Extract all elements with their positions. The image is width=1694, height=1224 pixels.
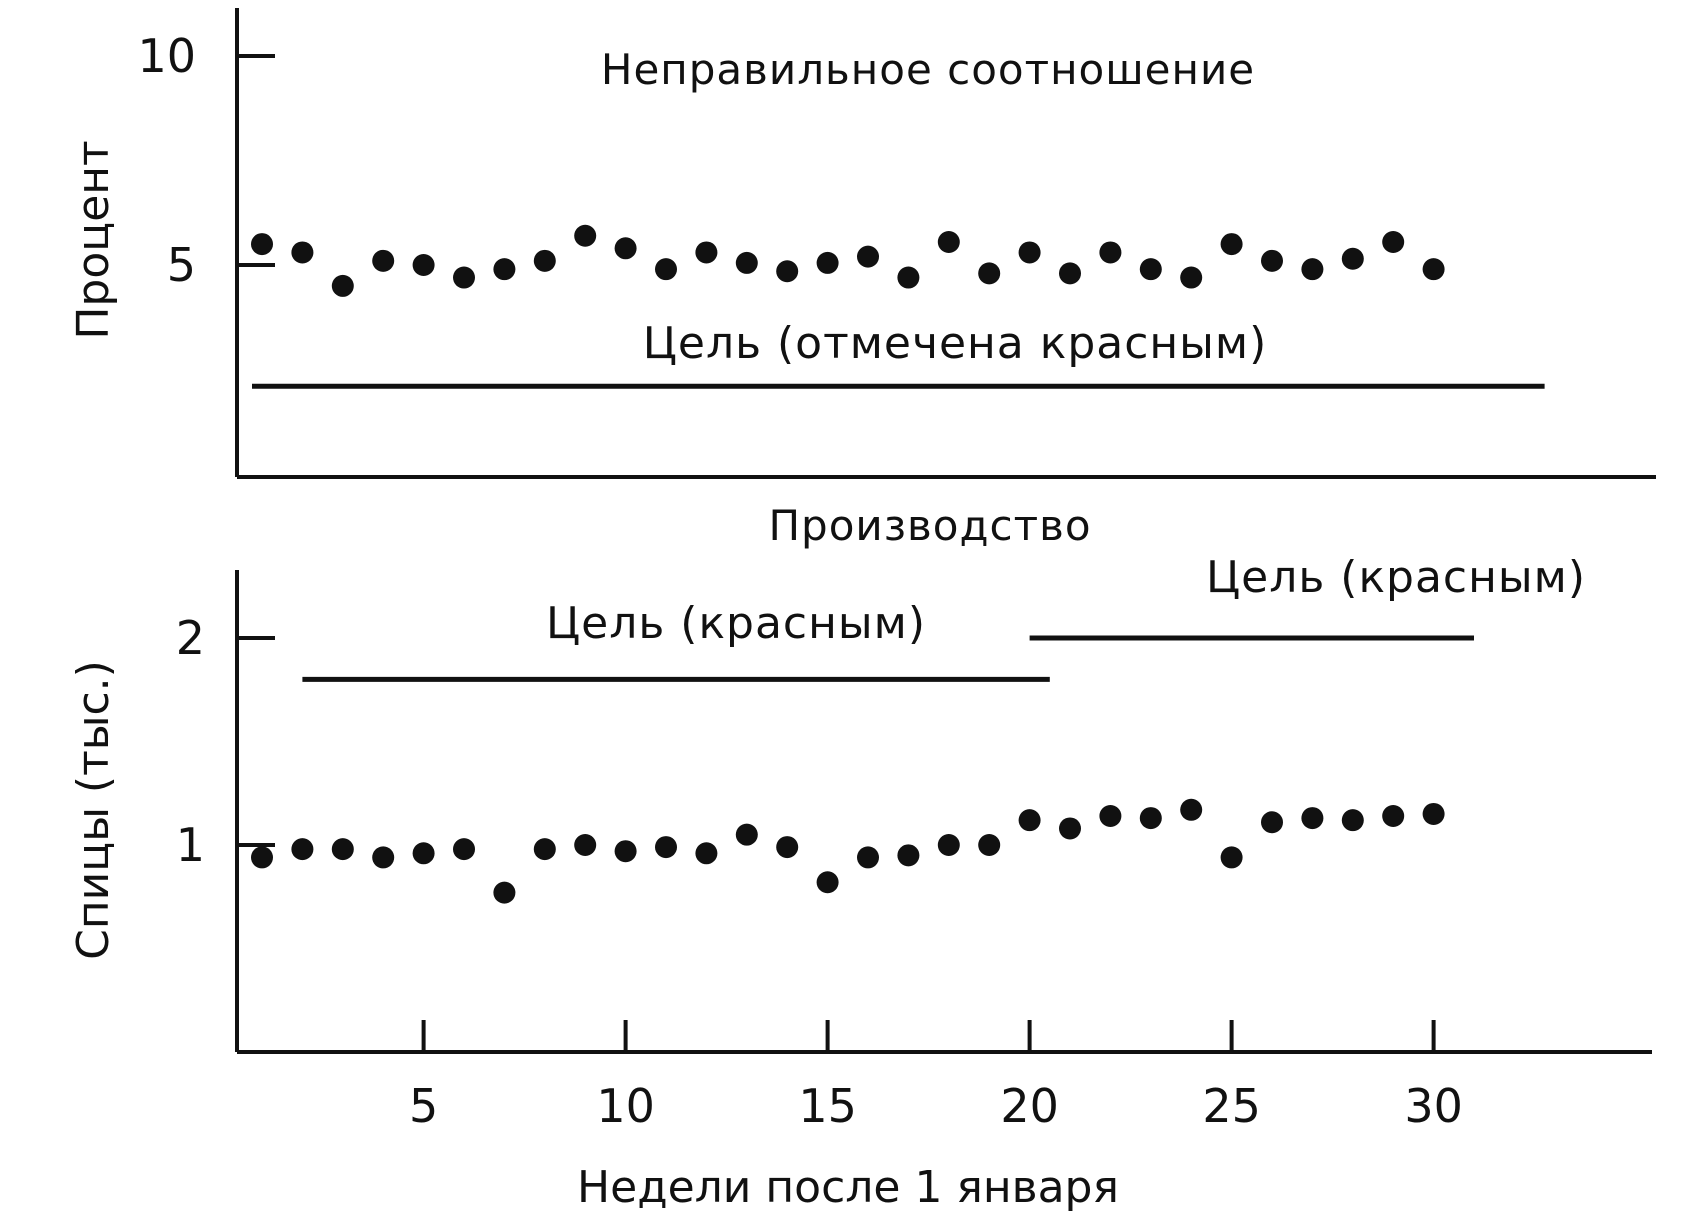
top-data-point [1341, 247, 1364, 270]
top-data-point [533, 249, 556, 272]
top-data-point [1018, 241, 1041, 264]
bottom-data-point [735, 823, 758, 846]
bottom-data-point [574, 834, 597, 856]
bottom-data-point [816, 871, 839, 894]
bottom-data-point [453, 838, 475, 861]
bottom-x-tick-label: 20 [1000, 1079, 1059, 1133]
top-y-tick-label: 10 [137, 29, 196, 83]
top-data-point [695, 241, 718, 264]
top-data-point [1180, 266, 1203, 289]
top-data-point [1301, 258, 1324, 281]
bottom-data-point [1301, 807, 1324, 830]
bottom-data-point [776, 836, 799, 859]
bottom-data-point [493, 881, 516, 904]
bottom-data-point [1180, 798, 1203, 821]
bottom-y-ticks: 21 [176, 611, 275, 872]
bottom-data-point [614, 840, 637, 863]
top-data-point [655, 258, 677, 281]
bottom-y-tick-label: 2 [176, 611, 205, 665]
bottom-goal-label-2: Цель (красным) [1206, 552, 1586, 603]
bottom-x-tick-label: 10 [596, 1079, 655, 1133]
top-data-point [331, 274, 354, 297]
top-data-point [735, 251, 758, 274]
bottom-data-point [1220, 846, 1243, 869]
top-data-point [412, 254, 435, 276]
bottom-y-axis-label: Спицы (тыс.) [68, 660, 119, 960]
bottom-data-point [937, 834, 960, 856]
bottom-data-point [331, 838, 354, 861]
top-goal: Цель (отмечена красным) [252, 318, 1545, 389]
bottom-x-ticks: 5 10 15 20 25 30 [409, 1020, 1463, 1133]
top-data-point [897, 266, 920, 289]
x-axis-label: Недели после 1 января [577, 1162, 1119, 1213]
bottom-data-point [1341, 809, 1364, 832]
bottom-x-tick-label: 30 [1404, 1079, 1463, 1133]
bottom-panel: Производство Спицы (тыс.) Недели после 1… [68, 501, 1652, 1213]
bottom-data-point [1059, 817, 1081, 840]
top-panel: Неправильное соотношение Процент 10 5 Цел… [68, 8, 1656, 479]
top-chart-title: Неправильное соотношение [601, 45, 1255, 94]
bottom-data-point [857, 846, 879, 869]
bottom-x-tick-label: 25 [1202, 1079, 1261, 1133]
top-y-axis-label: Процент [68, 140, 119, 339]
bottom-data-point [372, 846, 395, 869]
top-data-point [1220, 233, 1243, 256]
bottom-y-tick-label: 1 [176, 818, 205, 872]
top-data-point [937, 231, 960, 254]
top-data-point [251, 233, 273, 256]
bottom-data-point [533, 838, 556, 861]
bottom-goals: Цель (красным) Цель (красным) [302, 552, 1586, 682]
bottom-data-point [978, 834, 1001, 856]
top-y-tick-label: 5 [167, 238, 196, 292]
top-data-point [614, 237, 637, 260]
top-goal-label: Цель (отмечена красным) [643, 318, 1268, 369]
bottom-data-point [412, 842, 435, 865]
bottom-data-point [655, 836, 677, 859]
top-data-point [776, 260, 799, 283]
bottom-data-point [1099, 805, 1122, 828]
bottom-data-point [1139, 807, 1162, 830]
bottom-x-tick-label: 5 [409, 1079, 438, 1133]
bottom-data-point [251, 846, 273, 869]
bottom-x-tick-label: 15 [798, 1079, 857, 1133]
bottom-data-point [1018, 809, 1041, 832]
top-data-point [1139, 258, 1162, 281]
top-data-point [574, 224, 597, 247]
top-y-ticks: 10 5 [137, 29, 275, 292]
top-points [251, 224, 1445, 297]
top-data-point [1382, 231, 1405, 254]
bottom-data-point [695, 842, 718, 865]
top-data-point [291, 241, 314, 264]
top-data-point [978, 262, 1001, 285]
top-data-point [816, 251, 839, 274]
bottom-data-point [291, 838, 314, 861]
bottom-data-point [897, 844, 920, 867]
top-data-point [1099, 241, 1122, 264]
bottom-data-point [1261, 811, 1283, 834]
top-data-point [1261, 249, 1283, 272]
top-data-point [372, 249, 395, 272]
bottom-goal-label-1: Цель (красным) [546, 598, 926, 649]
top-data-point [453, 266, 475, 289]
bottom-chart-title: Производство [768, 501, 1091, 550]
top-data-point [857, 245, 879, 268]
bottom-data-point [1422, 802, 1445, 825]
top-data-point [1422, 258, 1445, 281]
top-data-point [493, 258, 516, 281]
bottom-data-point [1382, 805, 1405, 828]
bottom-points [251, 798, 1445, 904]
top-data-point [1059, 262, 1081, 285]
